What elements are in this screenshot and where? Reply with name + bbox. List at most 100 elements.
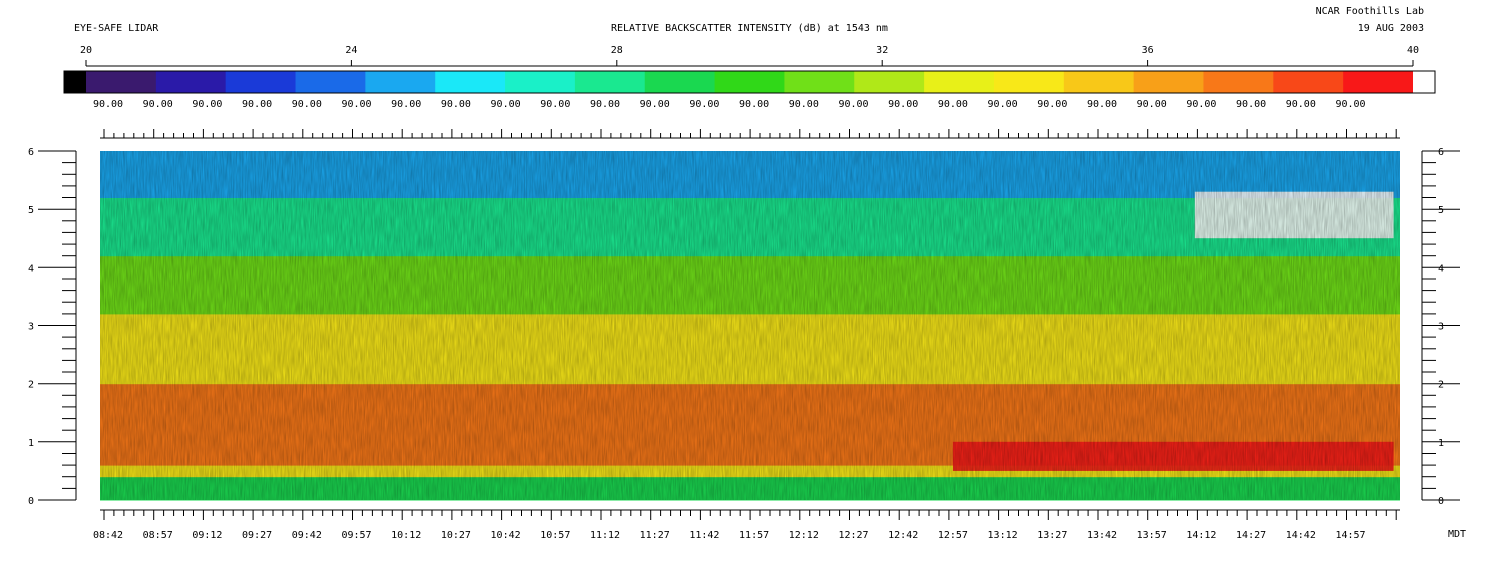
colorbar-column-label: 90.00 — [739, 99, 769, 110]
colorbar-swatch — [737, 71, 762, 93]
colorbar-swatch — [458, 71, 483, 93]
colorbar-swatch — [854, 71, 879, 93]
colorbar-tick-label: 40 — [1407, 45, 1419, 56]
colorbar-swatch — [1133, 71, 1158, 93]
colorbar-swatch — [1203, 71, 1228, 93]
colorbar-swatch — [784, 71, 809, 93]
colorbar-swatch — [1296, 71, 1321, 93]
colorbar-column-label: 90.00 — [888, 99, 918, 110]
x-tick-label: 09:57 — [341, 530, 371, 541]
right-y-tick-label: 2 — [1438, 380, 1444, 391]
colorbar-swatch — [1017, 71, 1042, 93]
x-tick-label: 11:42 — [689, 530, 719, 541]
colorbar-swatch — [924, 71, 948, 93]
colorbar-under-swatch — [64, 71, 86, 93]
colorbar-swatch — [761, 71, 786, 93]
colorbar-swatch — [668, 71, 692, 93]
colorbar-swatch — [691, 71, 716, 93]
chart-title: RELATIVE BACKSCATTER INTENSITY (dB) at 1… — [611, 23, 888, 34]
colorbar-tick-label: 20 — [80, 45, 92, 56]
colorbar-swatch — [807, 71, 832, 93]
x-tick-label: 14:27 — [1236, 530, 1266, 541]
colorbar-column-label: 90.00 — [292, 99, 322, 110]
right-y-tick-label: 6 — [1438, 147, 1444, 158]
colorbar-swatch — [342, 71, 366, 93]
left-y-tick-label: 6 — [28, 147, 34, 158]
colorbar-swatch — [295, 71, 320, 93]
colorbar-swatch — [900, 71, 925, 93]
colorbar-column-label: 90.00 — [838, 99, 868, 110]
colorbar-swatch — [1343, 71, 1368, 93]
colorbar-column-label: 90.00 — [1286, 99, 1316, 110]
colorbar-column-label: 90.00 — [93, 99, 123, 110]
colorbar-tick-label: 28 — [611, 45, 623, 56]
colorbar-over-swatch — [1413, 71, 1435, 93]
x-tick-label: 13:27 — [1037, 530, 1067, 541]
colorbar-swatch — [1273, 71, 1298, 93]
colorbar-axis: 20 24 28 32 36 40 — [80, 45, 1419, 67]
colorbar-swatch — [179, 71, 203, 93]
colorbar-column-label: 90.00 — [491, 99, 521, 110]
colorbar-column-label: 90.00 — [242, 99, 272, 110]
colorbar-swatch — [621, 71, 646, 93]
x-tick-label: 14:42 — [1286, 530, 1316, 541]
colorbar-swatch — [225, 71, 250, 93]
colorbar-column-label: 90.00 — [143, 99, 173, 110]
colorbar-swatch — [1063, 71, 1088, 93]
colorbar-swatch — [202, 71, 227, 93]
right-y-tick-label: 4 — [1438, 263, 1444, 274]
colorbar-tick-label: 32 — [876, 45, 888, 56]
colorbar-swatch — [947, 71, 972, 93]
colorbar-swatch — [830, 71, 855, 93]
left-y-tick-label: 2 — [28, 380, 34, 391]
colorbar-frame — [63, 70, 1436, 94]
colorbar-column-label: 90.00 — [1236, 99, 1266, 110]
left-y-tick-label: 1 — [28, 438, 34, 449]
colorbar: 90.00 90.00 90.00 90.00 90.00 90.00 90.00 90.00… — [63, 70, 1436, 110]
colorbar-swatch — [1366, 71, 1391, 93]
left-y-tick-label: 5 — [28, 205, 34, 216]
colorbar-swatch — [644, 71, 669, 93]
x-tick-label: 08:42 — [93, 530, 123, 541]
right-y-tick-label: 1 — [1438, 438, 1444, 449]
colorbar-column-label: 90.00 — [689, 99, 719, 110]
colorbar-column-label: 90.00 — [1037, 99, 1067, 110]
right-y-tick-label: 0 — [1438, 496, 1444, 507]
colorbar-column-label: 90.00 — [789, 99, 819, 110]
lab-label: NCAR Foothills Lab — [1315, 6, 1424, 17]
x-tick-label: 12:57 — [938, 530, 968, 541]
colorbar-swatch — [109, 71, 134, 93]
colorbar-swatch — [365, 71, 390, 93]
colorbar-swatch — [411, 71, 436, 93]
colorbar-swatch — [481, 71, 506, 93]
x-tick-label: 10:27 — [441, 530, 471, 541]
colorbar-column-label: 90.00 — [1186, 99, 1216, 110]
left-y-tick-label: 3 — [28, 322, 34, 333]
colorbar-swatch — [1087, 71, 1111, 93]
x-tick-label: 13:57 — [1137, 530, 1167, 541]
colorbar-swatch — [551, 71, 576, 93]
left-y-tick-label: 0 — [28, 496, 34, 507]
colorbar-swatch — [1110, 71, 1135, 93]
instrument-label: EYE-SAFE LIDAR — [74, 23, 159, 34]
colorbar-column-label: 90.00 — [192, 99, 222, 110]
x-tick-label: 12:42 — [888, 530, 918, 541]
colorbar-swatch — [86, 71, 110, 93]
right-y-tick-label: 3 — [1438, 322, 1444, 333]
colorbar-swatch — [1156, 71, 1181, 93]
x-tick-label: 14:57 — [1335, 530, 1365, 541]
colorbar-column-label: 90.00 — [590, 99, 620, 110]
colorbar-swatch — [248, 71, 273, 93]
x-tick-label: 12:12 — [789, 530, 819, 541]
colorbar-tick-label: 36 — [1142, 45, 1154, 56]
x-tick-label: 13:42 — [1087, 530, 1117, 541]
plot-axes: 0 0 1 1 2 2 3 3 4 4 5 5 6 6 08:42 08:57 09:12 09:27 09:42 0… — [28, 129, 1460, 541]
colorbar-swatch — [155, 71, 180, 93]
x-tick-label: 09:27 — [242, 530, 272, 541]
x-tick-label: 11:57 — [739, 530, 769, 541]
colorbar-swatch — [1040, 71, 1065, 93]
colorbar-swatch — [435, 71, 460, 93]
x-unit-label: MDT — [1448, 529, 1467, 540]
colorbar-swatch — [272, 71, 297, 93]
